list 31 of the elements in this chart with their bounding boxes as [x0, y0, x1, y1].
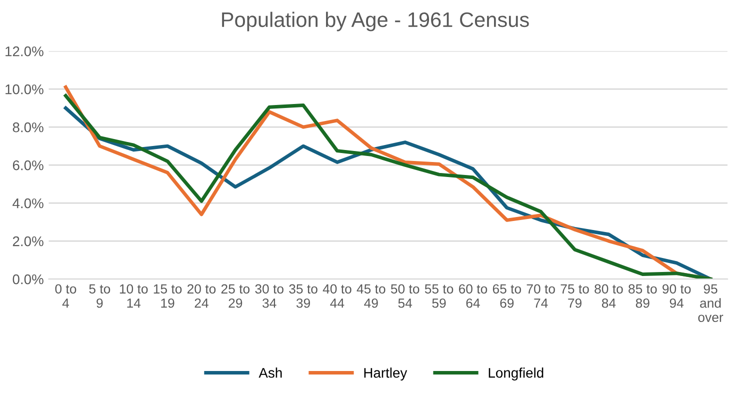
x-tick-label: 0 to 4	[55, 284, 76, 308]
x-tick-label: 30 to 34	[255, 284, 284, 308]
x-tick-label: 90 to 94	[662, 284, 691, 308]
x-tick-label: 55 to 59	[424, 284, 454, 308]
legend-label: Ash	[258, 368, 282, 378]
chart-title: Population by Age - 1961 Census	[222, 12, 529, 32]
x-tick-label: 5 to 9	[89, 284, 110, 308]
y-tick-label: 8.0%	[12, 122, 44, 132]
y-tick-label: 0.0%	[12, 274, 44, 284]
y-tick-label: 2.0%	[12, 236, 44, 246]
x-tick-label: 80 to 84	[594, 284, 623, 308]
x-tick-label: 70 to 74	[526, 284, 555, 308]
x-tick-label: 40 to 44	[322, 284, 352, 308]
y-tick-label: 10.0%	[6, 84, 44, 94]
x-tick-label: 45 to 49	[356, 284, 386, 308]
x-tick-label: 50 to 54	[390, 284, 420, 308]
x-tick-label: 35 to 39	[289, 284, 318, 308]
x-tick-label: 75 to 79	[560, 284, 589, 308]
x-tick-label: 15 to 19	[154, 284, 182, 308]
y-tick-label: 6.0%	[12, 160, 44, 170]
x-tick-label: 65 to 69	[492, 284, 522, 308]
x-tick-label: 10 to 14	[120, 284, 148, 308]
x-tick-label: 85 to 89	[628, 284, 657, 308]
x-tick-label: 60 to 64	[458, 284, 488, 308]
y-tick-label: 12.0%	[6, 46, 44, 56]
y-tick-label: 4.0%	[12, 198, 44, 208]
x-tick-label: 95 and over	[698, 284, 724, 322]
x-tick-label: 25 to 29	[221, 284, 250, 308]
legend-label: Hartley	[364, 368, 408, 380]
legend-label: Longfield	[488, 368, 544, 380]
x-tick-label: 20 to 24	[187, 284, 216, 308]
